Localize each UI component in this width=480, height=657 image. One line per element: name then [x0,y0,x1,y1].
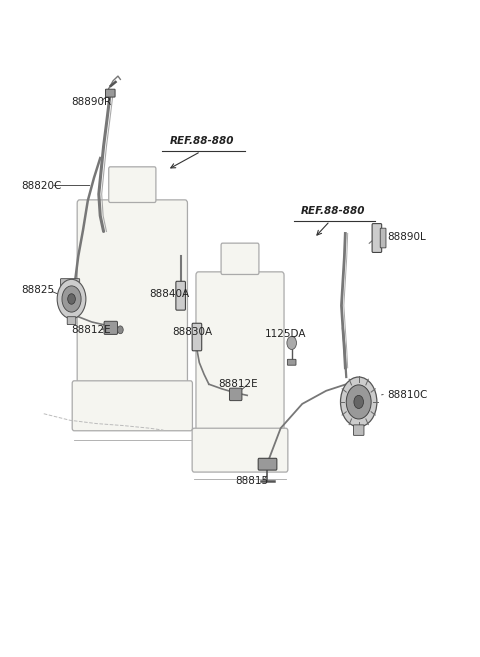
FancyBboxPatch shape [104,321,118,334]
Text: 88815: 88815 [235,476,268,486]
FancyBboxPatch shape [353,425,364,436]
FancyBboxPatch shape [109,167,156,202]
FancyBboxPatch shape [192,428,288,472]
FancyBboxPatch shape [288,359,296,365]
Text: 88890R: 88890R [72,97,112,107]
Circle shape [57,279,86,319]
FancyBboxPatch shape [372,223,382,252]
FancyBboxPatch shape [192,323,202,351]
FancyBboxPatch shape [229,388,242,401]
FancyBboxPatch shape [380,228,386,248]
Text: REF.88-880: REF.88-880 [169,136,234,147]
Circle shape [340,377,377,427]
Text: 88820C: 88820C [21,181,61,191]
FancyBboxPatch shape [106,89,115,97]
FancyBboxPatch shape [258,459,277,470]
FancyBboxPatch shape [60,279,80,296]
Circle shape [62,286,81,312]
Text: 88890L: 88890L [387,232,426,242]
Circle shape [68,294,75,304]
FancyBboxPatch shape [77,200,188,385]
Circle shape [118,326,123,334]
Text: 88830A: 88830A [172,327,212,337]
FancyBboxPatch shape [67,317,76,325]
Text: 88810C: 88810C [387,390,428,400]
FancyBboxPatch shape [221,243,259,275]
Text: 88812E: 88812E [72,325,111,335]
Text: REF.88-880: REF.88-880 [301,206,366,215]
Text: 88825: 88825 [21,286,54,296]
FancyBboxPatch shape [176,281,185,310]
Text: 1125DA: 1125DA [265,328,306,339]
Circle shape [346,385,371,419]
Circle shape [287,336,297,350]
Circle shape [354,396,363,409]
FancyBboxPatch shape [196,272,284,433]
FancyBboxPatch shape [72,381,192,431]
Text: 88812E: 88812E [218,379,258,389]
Text: 88840A: 88840A [149,289,189,300]
